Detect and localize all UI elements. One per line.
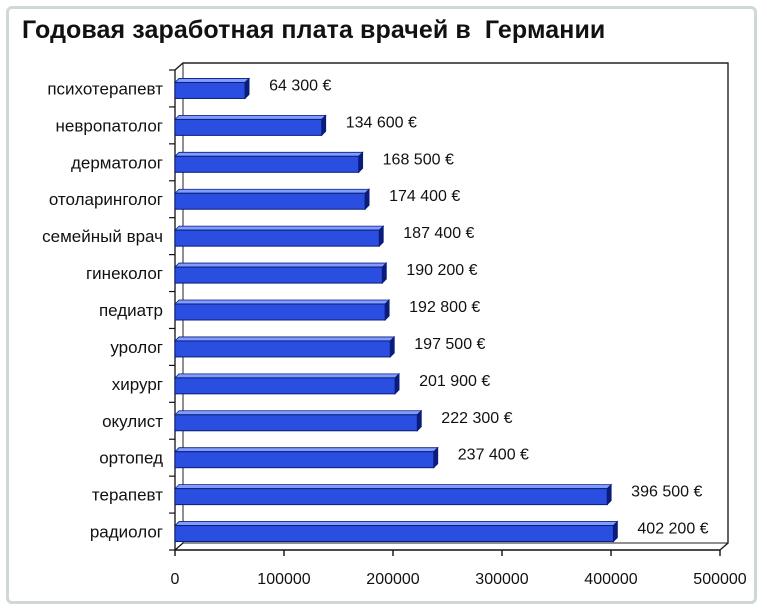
data-label: 396 500 €	[631, 484, 702, 501]
bar-top-face	[174, 188, 371, 194]
category-label: невропатолог	[55, 116, 163, 135]
bar-end-face	[364, 188, 370, 211]
category-label: окулист	[102, 412, 163, 431]
bar-top-face	[174, 336, 396, 342]
bar-top-face	[174, 373, 401, 379]
data-label: 168 500 €	[383, 151, 454, 168]
bar[interactable]	[174, 525, 614, 543]
data-label: 192 800 €	[409, 299, 480, 316]
bar-end-face	[433, 446, 439, 469]
data-label: 402 200 €	[637, 521, 708, 538]
category-label: отоларинголог	[49, 190, 163, 209]
category-label: дерматолог	[71, 153, 163, 172]
bar-top-face	[174, 484, 613, 490]
x-tick-label: 0	[171, 571, 180, 588]
bar-end-face	[389, 335, 395, 358]
category-label: уролог	[110, 338, 163, 357]
bar[interactable]	[174, 377, 396, 395]
bar-top-face	[174, 78, 251, 83]
bar[interactable]	[174, 414, 418, 432]
bar-top-face	[174, 262, 388, 268]
bar[interactable]	[174, 266, 383, 284]
bar-end-face	[384, 299, 390, 321]
bar[interactable]	[174, 192, 366, 210]
bar[interactable]	[174, 340, 391, 358]
bar-top-face	[174, 410, 423, 416]
x-tick-label: 200000	[366, 571, 419, 588]
bar-end-face	[381, 262, 387, 285]
bar[interactable]	[174, 488, 608, 506]
data-label: 222 300 €	[441, 410, 512, 427]
x-tick-label: 300000	[475, 571, 528, 588]
x-tick-label: 100000	[257, 571, 310, 588]
bar-top-face	[174, 114, 327, 120]
category-label: терапевт	[92, 486, 163, 505]
bar-top-face	[174, 151, 364, 157]
bar-top-face	[174, 225, 385, 231]
bar[interactable]	[174, 81, 246, 99]
category-label: ортопед	[99, 449, 163, 468]
bar-end-face	[321, 114, 327, 137]
bar-end-face	[416, 409, 422, 432]
data-label: 187 400 €	[403, 225, 474, 242]
data-label: 201 900 €	[419, 373, 490, 390]
data-label: 190 200 €	[406, 262, 477, 279]
bar-top-face	[174, 521, 619, 526]
data-label: 64 300 €	[269, 77, 331, 94]
data-label: 197 500 €	[414, 336, 485, 353]
bar[interactable]	[174, 303, 386, 321]
bar[interactable]	[174, 118, 323, 136]
data-label: 174 400 €	[389, 188, 460, 205]
category-label: гинеколог	[86, 264, 163, 283]
bar-top-face	[174, 447, 439, 453]
category-label: семейный врач	[42, 227, 163, 246]
bar[interactable]	[174, 155, 360, 173]
data-label: 134 600 €	[346, 114, 417, 131]
category-label: педиатр	[99, 301, 163, 320]
bar-end-face	[244, 77, 250, 100]
chart-title: Годовая заработная плата врачей в Герман…	[22, 16, 606, 44]
bar-end-face	[358, 151, 364, 174]
category-label: хирург	[112, 375, 163, 394]
floor-side-edge	[174, 542, 184, 551]
x-tick-label: 500000	[693, 571, 746, 588]
bar[interactable]	[174, 229, 380, 247]
x-tick-label: 400000	[584, 571, 637, 588]
plot-border	[174, 62, 729, 551]
bar-end-face	[606, 483, 612, 506]
data-label: 237 400 €	[458, 447, 529, 464]
bar-top-face	[174, 299, 391, 305]
bar-end-face	[394, 372, 400, 395]
category-label: психотерапевт	[47, 79, 163, 98]
bar-end-face	[378, 225, 384, 248]
bar-end-face	[612, 520, 618, 543]
bar[interactable]	[174, 451, 435, 469]
category-label: радиолог	[90, 523, 163, 542]
